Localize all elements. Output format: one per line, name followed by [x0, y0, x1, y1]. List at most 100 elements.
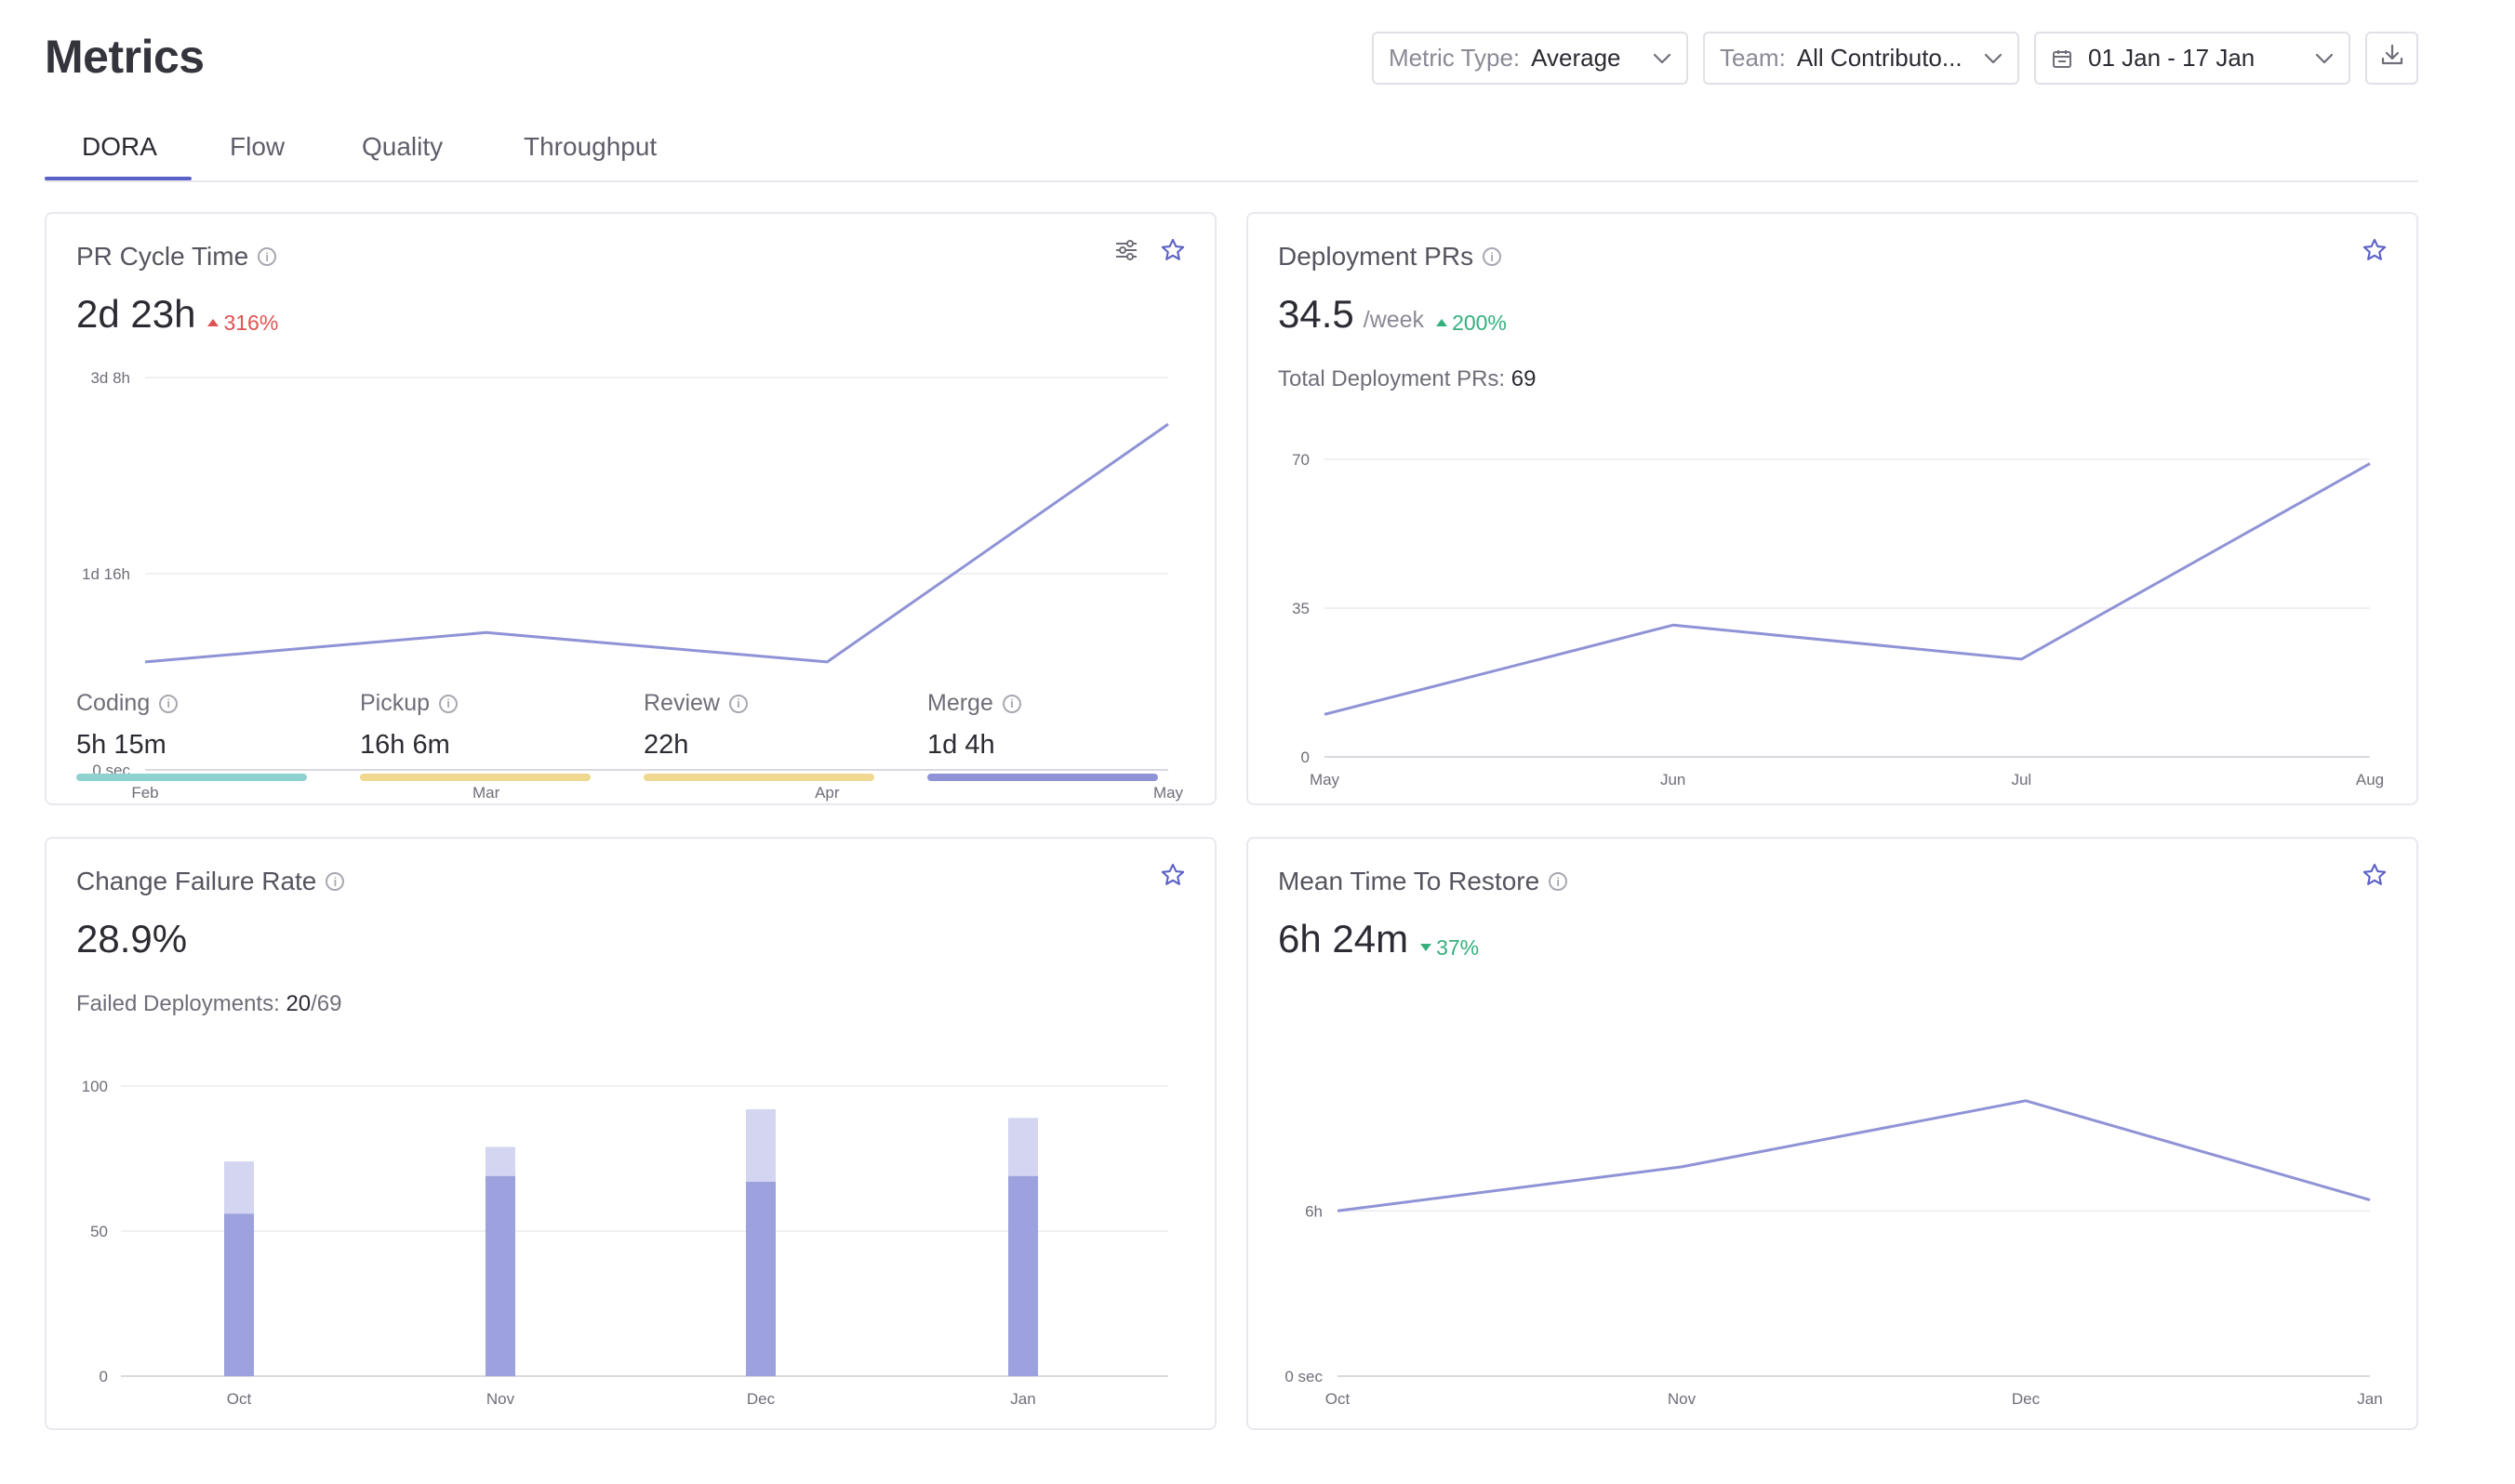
total-label: Total Deployment PRs: [1278, 366, 1506, 391]
y-tick-label: 3d 8h [90, 369, 130, 387]
y-tick-label: 6h [1305, 1202, 1323, 1220]
star-icon[interactable] [2361, 236, 2389, 264]
unit-label: /week [1363, 307, 1425, 333]
change-failure-rate-chart: 0 50 100 Oct Nov Dec Jan [82, 1078, 1168, 1408]
x-tick-label: Jan [1010, 1390, 1035, 1408]
team-select[interactable]: Team: All Contributo... [1703, 32, 2019, 85]
x-tick-label: Dec [747, 1390, 776, 1408]
metric-value: 6h 24m 37% [1278, 917, 1479, 961]
tab-throughput[interactable]: Throughput [524, 132, 658, 161]
x-tick-label: May [1153, 784, 1184, 802]
breakdown-coding: Coding i 5h 15m [76, 690, 360, 781]
bar-segment-top [1008, 1118, 1038, 1176]
bar-segment-base [746, 1181, 776, 1376]
bar-segment-base [1008, 1175, 1038, 1376]
change-failure-rate-card: Change Failure Rate i 28.9% Failed Deplo… [45, 837, 1217, 1430]
date-range-picker[interactable]: 01 Jan - 17 Jan [2034, 32, 2350, 85]
card-title: Deployment PRs i [1278, 242, 1502, 272]
bar-segment-top [486, 1146, 515, 1176]
bar-segment-base [224, 1213, 254, 1376]
info-icon[interactable]: i [1002, 694, 1021, 713]
team-value: All Contributo... [1796, 44, 1963, 72]
breakdown-value: 22h [644, 730, 689, 760]
change-failure-rate-value: 28.9% [76, 917, 188, 961]
breakdown-pickup: Pickup i 16h 6m [360, 690, 644, 781]
y-tick-label: 70 [1292, 451, 1310, 469]
triangle-down-icon [1420, 944, 1432, 951]
delta-value: 37% [1436, 934, 1480, 960]
x-tick-label: Nov [1668, 1390, 1697, 1408]
y-tick-label: 0 [1301, 749, 1310, 766]
metric-type-select[interactable]: Metric Type: Average [1372, 32, 1688, 85]
delta-badge: 200% [1435, 311, 1507, 336]
deployment-prs-value: 34.5 [1278, 292, 1354, 336]
metric-value: 34.5 /week 200% [1278, 292, 1507, 337]
active-tab-indicator [45, 177, 192, 180]
card-title: Change Failure Rate i [76, 867, 345, 896]
tab-dora[interactable]: DORA [82, 132, 157, 161]
deployment-prs-card: Deployment PRs i 34.5 /week 200% Total D… [1246, 212, 2418, 805]
bar-segment-base [486, 1175, 515, 1376]
delta-badge: 37% [1419, 935, 1479, 961]
bar-segment-top [224, 1161, 254, 1214]
delta-value: 200% [1452, 310, 1507, 335]
date-range-value: 01 Jan - 17 Jan [2088, 44, 2256, 72]
breakdown-review: Review i 22h [644, 690, 927, 781]
breakdown-label: Coding [76, 690, 151, 716]
x-tick-label: Aug [2356, 771, 2384, 788]
tab-quality[interactable]: Quality [362, 132, 444, 161]
info-icon[interactable]: i [258, 247, 277, 266]
series-line [144, 422, 1169, 664]
triangle-up-icon [1436, 319, 1448, 326]
failed-total: /69 [311, 991, 342, 1016]
star-icon[interactable] [1159, 861, 1187, 889]
card-title: PR Cycle Time i [76, 242, 277, 272]
info-icon[interactable]: i [439, 694, 459, 713]
series-line [1337, 1099, 2371, 1212]
x-tick-label: Apr [815, 784, 840, 802]
info-icon[interactable]: i [159, 694, 179, 713]
y-tick-label: 0 [100, 1368, 108, 1385]
page-title: Metrics [45, 31, 205, 83]
breakdown-bar [644, 774, 874, 781]
x-tick-label: Mar [472, 784, 500, 802]
cycle-breakdown: Coding i 5h 15m Pickup i 16h 6m Review i 22… [76, 690, 1211, 781]
info-icon[interactable]: i [1483, 247, 1502, 266]
breakdown-value: 1d 4h [927, 730, 995, 760]
breakdown-value: 16h 6m [360, 730, 450, 760]
chevron-down-icon [1971, 53, 2003, 64]
x-tick-label: May [1310, 771, 1340, 788]
deployment-prs-chart: 0 35 70 May Jun Jul Aug [1292, 451, 2384, 788]
tab-flow[interactable]: Flow [230, 132, 286, 161]
chevron-down-icon [2302, 53, 2334, 64]
x-tick-label: Dec [2012, 1390, 2041, 1408]
breakdown-label: Pickup [360, 690, 431, 716]
breakdown-value: 5h 15m [76, 730, 166, 760]
metric-tabs: DORA Flow Quality Throughput [45, 119, 2418, 182]
pr-cycle-time-value: 2d 23h [76, 292, 196, 336]
info-icon[interactable]: i [1549, 872, 1568, 891]
x-tick-label: Jan [2357, 1390, 2382, 1408]
x-tick-label: Feb [131, 784, 158, 802]
bar-segment-top [746, 1108, 776, 1182]
metric-value: 2d 23h 316% [76, 292, 278, 337]
total-value: 69 [1510, 366, 1537, 391]
star-icon[interactable] [1159, 236, 1187, 264]
filter-settings-icon[interactable] [1112, 236, 1140, 264]
breakdown-label: Review [644, 690, 720, 716]
download-button[interactable] [2365, 32, 2418, 85]
triangle-up-icon [207, 319, 220, 326]
metric-value: 28.9% [76, 917, 187, 961]
info-icon[interactable]: i [728, 694, 748, 713]
card-title-text: Deployment PRs [1278, 242, 1474, 271]
x-tick-label: Jul [2011, 771, 2031, 788]
star-icon[interactable] [2361, 861, 2389, 889]
y-tick-label: 0 sec [1284, 1368, 1323, 1385]
breakdown-merge: Merge i 1d 4h [927, 690, 1211, 781]
card-title: Mean Time To Restore i [1278, 867, 1568, 896]
y-tick-label: 100 [82, 1078, 108, 1095]
x-tick-label: Jun [1660, 771, 1685, 788]
delta-badge: 316% [206, 311, 278, 336]
info-icon[interactable]: i [326, 872, 345, 891]
